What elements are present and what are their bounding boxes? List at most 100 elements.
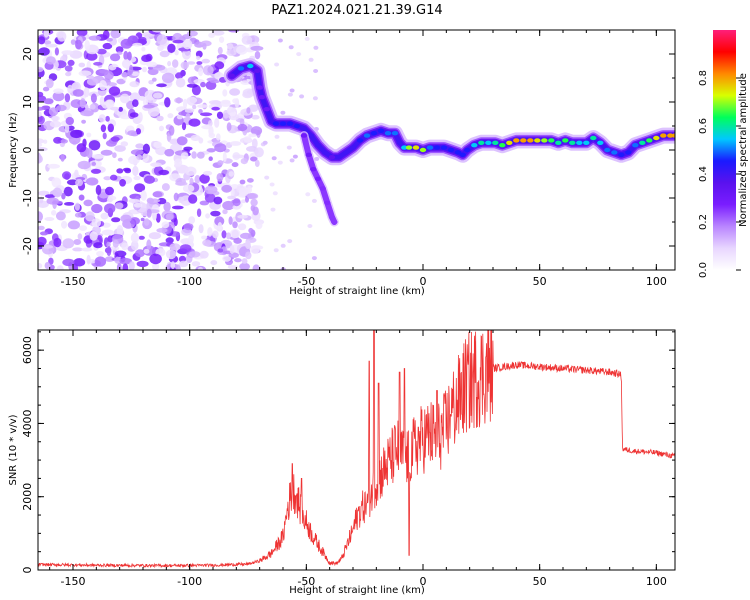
noise-blob (101, 229, 115, 236)
noise-blob (70, 39, 76, 45)
trace-point (646, 138, 653, 143)
noise-blob (81, 247, 93, 252)
colorbar-tick-label: 0.6 (698, 118, 709, 134)
y-tick-label: 4000 (21, 409, 34, 437)
noise-blob (135, 128, 141, 135)
trace-point (256, 85, 263, 90)
noise-blob (60, 139, 68, 144)
noise-blob (215, 133, 221, 141)
colorbar-tick-label: 0.4 (698, 166, 709, 182)
noise-blob (44, 262, 51, 270)
noise-blob (142, 66, 147, 73)
noise-blob (217, 248, 224, 253)
noise-blob (254, 147, 264, 158)
noise-blob (156, 83, 167, 88)
noise-blob (76, 143, 87, 153)
noise-blob (63, 186, 73, 197)
noise-blob (43, 98, 54, 105)
noise-blob (228, 216, 233, 225)
noise-blob (182, 201, 189, 206)
noise-blob (119, 93, 130, 104)
noise-blob (146, 208, 152, 218)
noise-blob (140, 217, 145, 222)
noise-blob (71, 82, 79, 90)
noise-blob (196, 61, 203, 65)
noise-blob (38, 225, 45, 231)
noise-blob (209, 79, 220, 84)
noise-blob (102, 222, 111, 228)
noise-blob (96, 48, 107, 55)
x-tick-label: 0 (420, 275, 427, 288)
noise-blob (127, 130, 137, 137)
noise-blob (200, 112, 213, 117)
trace-point (305, 152, 312, 157)
noise-blob (260, 142, 266, 147)
trace-point (562, 138, 569, 143)
noise-blob (78, 194, 85, 201)
noise-blob (299, 94, 305, 99)
noise-blob (243, 136, 252, 143)
noise-blob (138, 112, 143, 122)
trace-point (349, 145, 357, 150)
noise-blob (234, 258, 242, 263)
noise-blob (164, 97, 171, 108)
noise-blob (198, 224, 204, 234)
noise-blob (229, 245, 235, 254)
noise-blob (105, 186, 114, 196)
noise-blob (110, 136, 120, 142)
noise-blob (53, 88, 64, 94)
noise-blob (250, 126, 263, 136)
colorbar-tick-label: 0.2 (698, 214, 709, 230)
noise-blob (116, 263, 122, 270)
noise-blob (314, 156, 320, 161)
noise-blob (188, 234, 194, 244)
noise-blob (273, 248, 279, 253)
noise-blob (190, 134, 201, 141)
trace-point (279, 121, 287, 126)
colorbar-tick-label: 0.8 (698, 70, 709, 86)
noise-blob (186, 96, 198, 104)
noise-blob (119, 257, 132, 265)
noise-blob (238, 187, 249, 197)
y-tick-label: 0 (21, 147, 34, 154)
spectrogram-y-axis: -20 -10 0 10 20 (21, 29, 675, 271)
trace-point (384, 131, 392, 136)
noise-blob (114, 250, 127, 258)
noise-blob (118, 106, 123, 112)
trace-point (576, 140, 583, 145)
noise-blob (38, 236, 47, 246)
noise-blob (217, 160, 224, 166)
noise-blob (150, 162, 163, 167)
noise-blob (67, 220, 80, 230)
noise-blob (233, 237, 242, 244)
noise-blob (180, 61, 189, 70)
noise-blob (128, 261, 135, 270)
noise-blob (196, 55, 201, 61)
noise-blob (143, 218, 150, 226)
noise-blob (111, 217, 121, 223)
noise-blob (140, 190, 147, 201)
noise-blob (180, 152, 189, 160)
noise-blob (110, 174, 118, 181)
noise-blob (251, 138, 258, 149)
noise-blob (197, 266, 203, 270)
noise-blob (191, 261, 201, 267)
noise-blob (152, 30, 166, 33)
noise-blob (163, 201, 171, 212)
noise-blob (141, 54, 152, 63)
noise-blob (207, 227, 213, 237)
noise-blob (212, 230, 219, 239)
noise-blob (222, 255, 232, 262)
noise-blob (204, 193, 216, 203)
noise-blob (175, 181, 188, 186)
noise-blob (155, 213, 161, 223)
x-tick-label: 100 (646, 575, 667, 588)
colorbar-ticks: 0.0 0.2 0.4 0.6 0.8 (698, 70, 741, 278)
noise-blob (38, 211, 43, 222)
noise-blob (129, 81, 140, 88)
spectrogram-branch (299, 131, 339, 227)
noise-blob (237, 123, 248, 132)
noise-blob (158, 169, 170, 176)
trace-point (541, 138, 548, 143)
noise-blob (149, 253, 162, 265)
